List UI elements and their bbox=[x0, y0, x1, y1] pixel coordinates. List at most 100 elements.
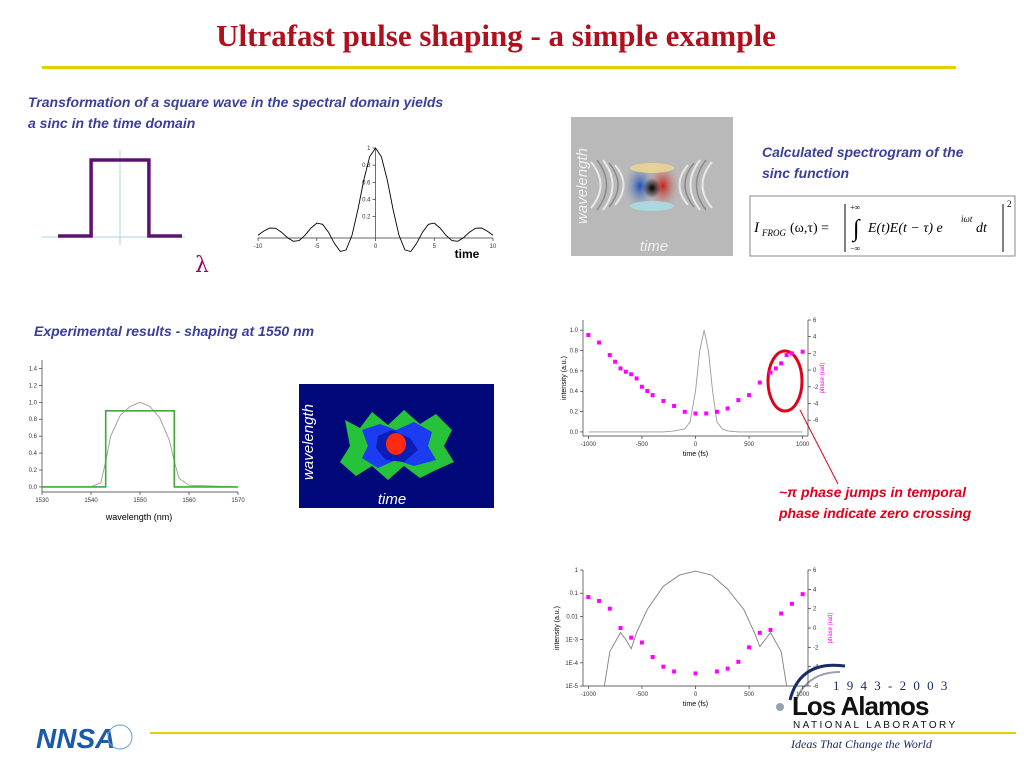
phase-marker bbox=[757, 380, 762, 385]
lambda: λ bbox=[195, 253, 209, 278]
nnsa-logo: NNSA bbox=[36, 723, 115, 754]
phase-marker bbox=[800, 349, 805, 354]
y-tick-label: 0.2 bbox=[570, 410, 579, 416]
phase-marker bbox=[725, 666, 730, 671]
y-tick-label: 0.4 bbox=[29, 451, 38, 457]
phase-marker bbox=[693, 411, 698, 416]
y-axis-label: intensity (a.u.) bbox=[554, 606, 561, 650]
phase-marker bbox=[789, 601, 794, 606]
y-tick-label: 1.0 bbox=[29, 400, 38, 406]
phase-marker bbox=[672, 669, 677, 674]
x-tick-label: -1000 bbox=[581, 692, 597, 698]
y2-axis-label: phase (rad) bbox=[820, 363, 826, 394]
phase-marker bbox=[629, 372, 634, 377]
title-rule bbox=[42, 66, 956, 69]
y2-tick-label: 4 bbox=[813, 335, 817, 341]
phase-marker bbox=[768, 627, 773, 632]
footer-rule bbox=[150, 732, 1016, 734]
phase-marker bbox=[586, 595, 591, 600]
y2-axis-label: phase (rad) bbox=[828, 613, 834, 644]
x-axis-label: wavelength (nm) bbox=[105, 512, 173, 522]
phase-marker bbox=[639, 640, 644, 645]
phase-marker bbox=[672, 403, 677, 408]
y2-tick-label: 2 bbox=[813, 351, 817, 357]
x-tick-label: 1550 bbox=[133, 498, 147, 504]
x-axis-label: time bbox=[455, 247, 480, 261]
phase-marker bbox=[779, 611, 784, 616]
x-tick-label: -10 bbox=[254, 244, 263, 250]
y-tick-label: 1.2 bbox=[29, 383, 38, 389]
formula-part: dt bbox=[976, 221, 988, 236]
exp-spectrogram bbox=[299, 384, 494, 508]
phase-marker bbox=[714, 669, 719, 674]
phase-marker bbox=[725, 406, 730, 411]
logo-lab: NATIONAL LABORATORY bbox=[793, 720, 958, 731]
formula-part: E(t)E(t − τ) e bbox=[867, 221, 943, 236]
y2-tick-label: -2 bbox=[813, 385, 819, 391]
y-tick-label: 0.0 bbox=[29, 485, 38, 491]
y-tick-label: 0.01 bbox=[566, 614, 578, 620]
nnsa-atom bbox=[107, 724, 133, 750]
y2-tick-label: 0 bbox=[813, 368, 817, 374]
phase-marker bbox=[618, 366, 623, 371]
x-tick-label: 500 bbox=[744, 692, 755, 698]
x-axis-label: time (fs) bbox=[683, 451, 708, 458]
data-line bbox=[588, 330, 803, 433]
y-tick-label: 1E-3 bbox=[565, 638, 578, 644]
y-tick-label: 0.0 bbox=[570, 430, 579, 436]
logo-motto: Ideas That Change the World bbox=[790, 737, 933, 751]
calc-spectrogram bbox=[571, 117, 733, 256]
x-tick-label: 1000 bbox=[796, 442, 810, 448]
x-tick-label: 1530 bbox=[35, 498, 49, 504]
y2-tick-label: 4 bbox=[813, 587, 817, 593]
y2-tick-label: -4 bbox=[813, 401, 819, 407]
x-tick-label: 1570 bbox=[231, 498, 245, 504]
y-tick-label: 1E-4 bbox=[565, 661, 578, 667]
logo bbox=[776, 663, 846, 711]
y2-tick-label: 2 bbox=[813, 607, 817, 613]
phase-marker bbox=[607, 353, 612, 358]
annotation-line bbox=[799, 409, 839, 485]
phase-marker bbox=[639, 384, 644, 389]
exp-xlabel: time bbox=[378, 491, 406, 508]
phase-marker bbox=[747, 393, 752, 398]
phase-marker bbox=[768, 370, 773, 375]
x-tick-label: 0 bbox=[374, 244, 378, 250]
x-tick-label: -500 bbox=[636, 442, 649, 448]
y-tick-label: 1E-5 bbox=[565, 684, 578, 690]
x-tick-label: -5 bbox=[314, 244, 320, 250]
x-tick-label: 500 bbox=[744, 442, 755, 448]
x-tick-label: 1560 bbox=[182, 498, 196, 504]
logo-years: 1 9 4 3 - 2 0 0 3 bbox=[833, 678, 949, 693]
phase-marker bbox=[661, 664, 666, 669]
exp-ylabel: wavelength bbox=[300, 404, 317, 480]
phase-marker bbox=[736, 659, 741, 664]
phase-marker bbox=[613, 359, 618, 364]
x-tick-label: -500 bbox=[636, 692, 649, 698]
phase-marker bbox=[693, 671, 698, 676]
phase-marker bbox=[789, 351, 794, 356]
y2-tick-label: -2 bbox=[813, 645, 819, 651]
phase-marker bbox=[597, 340, 602, 345]
formula-box bbox=[749, 195, 1016, 257]
phase-marker bbox=[682, 409, 687, 414]
y-axis-label: intensity (a.u.) bbox=[561, 356, 568, 400]
y-tick-label: 1.0 bbox=[570, 328, 579, 334]
intro-caption: Transformation of a square wave in the s… bbox=[28, 94, 443, 131]
data-line bbox=[42, 410, 238, 488]
y2-tick-label: -6 bbox=[813, 684, 819, 690]
y-tick-label: 0.4 bbox=[362, 197, 371, 203]
phase-marker bbox=[597, 598, 602, 603]
y2-tick-label: 0 bbox=[813, 626, 817, 632]
x-tick-label: 0 bbox=[694, 692, 698, 698]
y-tick-label: 0.8 bbox=[362, 163, 371, 169]
y-tick-label: 0.6 bbox=[362, 180, 371, 186]
phase-marker bbox=[784, 353, 789, 358]
spectrogram-caption: Calculated spectrogram of the sinc functi… bbox=[762, 144, 964, 181]
y2-tick-label: 6 bbox=[813, 568, 817, 574]
experimental-caption: Experimental results - shaping at 1550 n… bbox=[34, 323, 314, 339]
data-line bbox=[257, 147, 494, 253]
x-tick-label: -1000 bbox=[581, 442, 597, 448]
x-tick-label: 1540 bbox=[84, 498, 98, 504]
